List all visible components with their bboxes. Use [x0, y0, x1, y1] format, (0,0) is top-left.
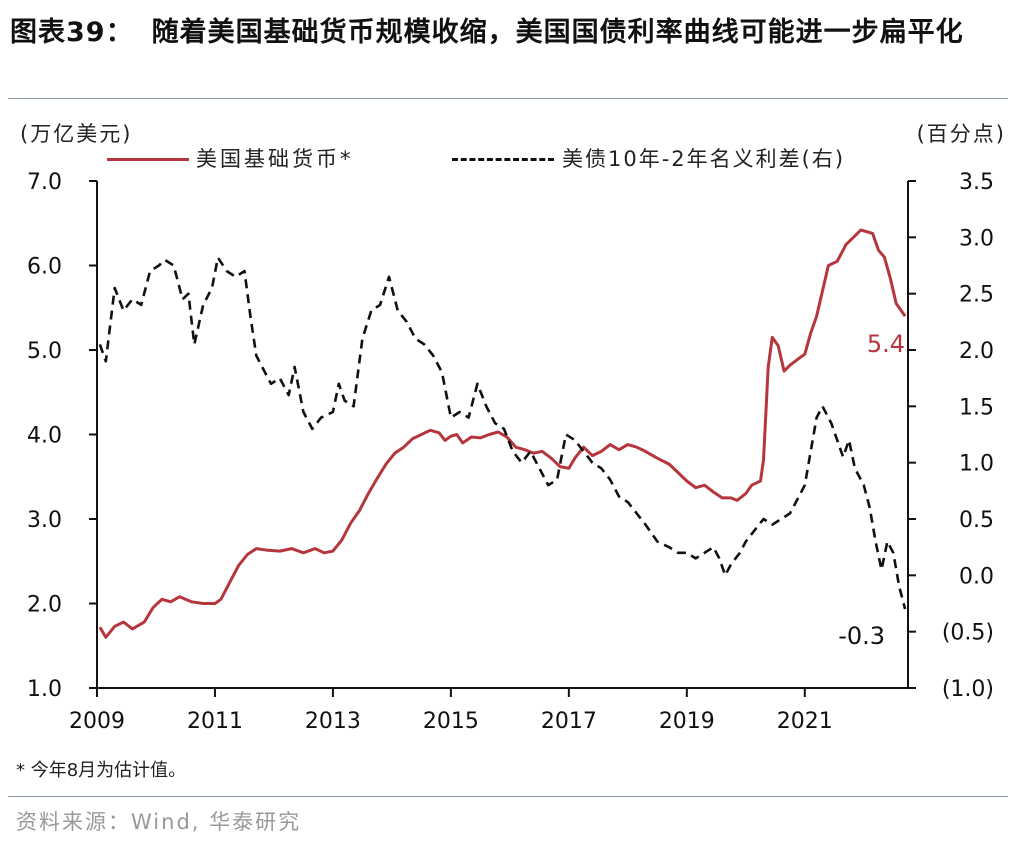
- right-axis-unit: (百分点): [916, 122, 1006, 146]
- title-text: 随着美国基础货币规模收缩，美国国债利率曲线可能进一步扁平化: [151, 17, 964, 48]
- x-axis-tick-label: 2021: [777, 709, 833, 734]
- left-axis-tick-label: 2.0: [27, 593, 62, 618]
- right-axis-tick-label: (1.0): [942, 677, 994, 702]
- end-label-spread: -0.3: [838, 622, 885, 650]
- end-label-base-money: 5.4: [867, 330, 905, 358]
- legend-label-base-money: 美国基础货币*: [196, 147, 354, 171]
- right-axis-tick-label: 3.5: [959, 170, 994, 195]
- left-axis-unit: (万亿美元): [20, 122, 133, 146]
- right-axis-tick-label: 1.0: [959, 452, 994, 477]
- x-axis-tick-label: 2013: [305, 709, 361, 734]
- x-axis-tick-label: 2017: [541, 709, 597, 734]
- title-label: 图表39：: [10, 17, 134, 48]
- x-axis-tick-label: 2011: [187, 709, 243, 734]
- right-axis-tick-label: 2.0: [959, 339, 994, 364]
- source-note: 资料来源：Wind, 华泰研究: [16, 810, 302, 834]
- right-axis-tick-label: 3.0: [959, 226, 994, 251]
- right-axis-tick-label: 0.0: [959, 564, 994, 589]
- right-axis-tick-label: 2.5: [959, 283, 994, 308]
- x-axis-tick-label: 2009: [69, 709, 125, 734]
- left-axis-tick-label: 4.0: [27, 424, 62, 449]
- legend-swatch-base-money: [107, 158, 189, 161]
- left-axis-tick-label: 3.0: [27, 508, 62, 533]
- x-axis-tick-label: 2019: [659, 709, 715, 734]
- footnote: * 今年8月为估计值。: [16, 760, 187, 781]
- series-line-spread: [98, 256, 907, 610]
- right-axis-tick-label: (0.5): [942, 621, 994, 646]
- page-title: 图表39： 随着美国基础货币规模收缩，美国国债利率曲线可能进一步扁平化: [10, 12, 1014, 54]
- legend-swatch-spread: [452, 158, 554, 161]
- legend-label-spread: 美债10年-2年名义利差(右): [562, 147, 846, 171]
- right-axis-tick-label: 0.5: [959, 508, 994, 533]
- left-axis-tick-label: 5.0: [27, 339, 62, 364]
- left-axis-tick-label: 6.0: [27, 255, 62, 280]
- legend: 美国基础货币* 美债10年-2年名义利差(右): [0, 143, 1024, 177]
- left-axis-tick-label: 1.0: [27, 677, 62, 702]
- left-axis-tick-label: 7.0: [27, 170, 62, 195]
- right-axis-tick-label: 1.5: [959, 395, 994, 420]
- x-axis-tick-label: 2015: [423, 709, 479, 734]
- series-line-base-money: [98, 228, 907, 639]
- source-divider: [8, 796, 1008, 797]
- title-divider: [8, 98, 1008, 99]
